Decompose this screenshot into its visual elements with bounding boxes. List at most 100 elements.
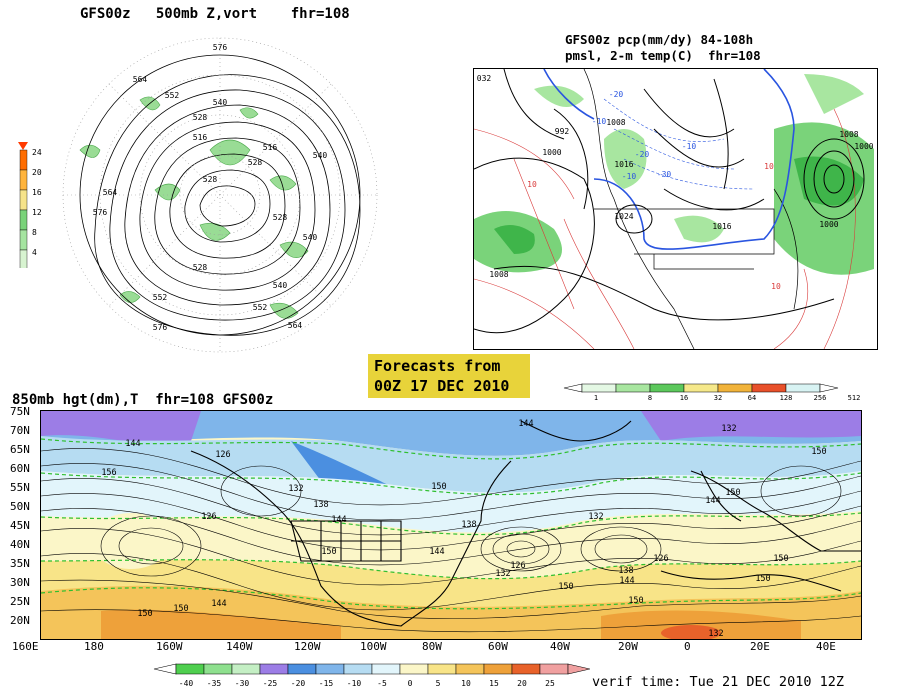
polar-contour-label: 516 xyxy=(193,133,208,142)
latitude-label: 70N xyxy=(10,424,30,437)
legend-left-arrow xyxy=(563,383,583,393)
latitude-label: 55N xyxy=(10,481,30,494)
temp-legend-swatch xyxy=(343,663,373,675)
polar-contour-label: 576 xyxy=(213,43,228,52)
bottom-contour-label: 132 xyxy=(495,569,510,579)
precip-map-label: 1008 xyxy=(489,270,508,279)
precip-legend-label: 1 xyxy=(594,394,598,402)
precip-map-label: 992 xyxy=(555,127,570,136)
longitude-label: 120W xyxy=(294,640,321,653)
precip-legend-label: 512 xyxy=(848,394,860,402)
colorbar-label: 20 xyxy=(32,168,42,177)
precip-map-label: -20 xyxy=(609,90,624,99)
latitude-label: 25N xyxy=(10,595,30,608)
temp-legend-left-arrow xyxy=(153,663,177,675)
colorbar-swatch xyxy=(19,149,28,171)
bottom-contour-label: 150 xyxy=(558,582,573,592)
polar-contour-label: 540 xyxy=(313,151,328,160)
temp-legend-label: 0 xyxy=(408,679,413,688)
temp-legend-swatch xyxy=(455,663,485,675)
polar-contour-label: 528 xyxy=(203,175,218,184)
temp-legend-swatch xyxy=(315,663,345,675)
precip-legend-label: 8 xyxy=(648,394,652,402)
bottom-contour-label: 144 xyxy=(331,515,346,525)
polar-contour-label: 528 xyxy=(193,113,208,122)
colorbar-swatch xyxy=(19,229,28,251)
precip-map: 032 992 1000 1008 1016 1024 1008 1000 1008 1016 -1… xyxy=(473,68,878,350)
polar-contour-label: 528 xyxy=(248,158,263,167)
latitude-label: 50N xyxy=(10,500,30,513)
precip-legend-swatch xyxy=(785,383,821,393)
colorbar-swatch xyxy=(19,249,28,271)
polar-contour-label: 540 xyxy=(273,281,288,290)
bottom-contour-label: 150 xyxy=(173,604,188,614)
colorbar-arrow xyxy=(18,142,28,150)
temp-legend-label: -20 xyxy=(291,679,306,688)
bottom-contour-label: 132 xyxy=(721,424,736,434)
temp-legend-label: -25 xyxy=(263,679,278,688)
temp-legend-swatch xyxy=(231,663,261,675)
legend-right-arrow xyxy=(819,383,839,393)
polar-contour-label: 552 xyxy=(253,303,268,312)
polar-map: 576 564 552 540 528 516 528 564 576 540 528 552 540 5… xyxy=(60,30,390,364)
bottom-contour-label: 150 xyxy=(755,574,770,584)
longitude-label: 0 xyxy=(684,640,691,653)
longitude-label: 100W xyxy=(360,640,387,653)
bottom-map: 144 126 156 132 138 144 150 126 150 144 138 126 132 1… xyxy=(40,410,862,640)
temp-legend-label: -40 xyxy=(179,679,194,688)
precip-map-label: 1000 xyxy=(854,142,873,151)
bottom-contour-label: 138 xyxy=(618,566,633,576)
precip-map-label: 10 xyxy=(764,162,774,171)
longitude-label: 160W xyxy=(156,640,183,653)
polar-contour-label: 564 xyxy=(103,188,118,197)
temp-legend-label: 5 xyxy=(436,679,441,688)
colorbar-swatch xyxy=(19,189,28,211)
temp-legend-swatch xyxy=(175,663,205,675)
bottom-contour-label: 144 xyxy=(705,496,720,506)
precip-map-label: 10 xyxy=(527,180,537,189)
precip-legend-label: 256 xyxy=(814,394,827,402)
precip-map-label: 1024 xyxy=(614,212,633,221)
bottom-contour-label: 144 xyxy=(619,576,634,586)
polar-contour-label: 564 xyxy=(288,321,303,330)
forecast-banner: Forecasts from 00Z 17 DEC 2010 xyxy=(368,354,530,398)
longitude-axis: 160E 180 160W 140W 120W 100W 80W 60W 40W 20W 0 20E 4… xyxy=(0,640,900,654)
latitude-label: 35N xyxy=(10,557,30,570)
longitude-label: 20E xyxy=(750,640,770,653)
latitude-label: 75N xyxy=(10,405,30,418)
precip-legend-label: 16 xyxy=(680,394,688,402)
temp-legend-label: -10 xyxy=(347,679,362,688)
precip-map-label: 1000 xyxy=(819,220,838,229)
bottom-contour-label: 126 xyxy=(201,512,216,522)
polar-contour-label: 552 xyxy=(165,91,180,100)
precip-legend-swatch xyxy=(581,383,617,393)
precip-legend: 1 8 16 32 64 128 256 512 xyxy=(560,380,860,406)
forecast-banner-line1: Forecasts from xyxy=(374,357,501,375)
bottom-contour-label: 126 xyxy=(215,450,230,460)
longitude-label: 140W xyxy=(226,640,253,653)
colorbar-label: 8 xyxy=(32,228,37,237)
bottom-contour-label: 144 xyxy=(518,419,533,429)
colorbar-label: 24 xyxy=(32,148,42,157)
polar-contour-label: 540 xyxy=(303,233,318,242)
precip-legend-swatch xyxy=(717,383,753,393)
temp-legend-swatch xyxy=(259,663,289,675)
temp-legend-label: 10 xyxy=(461,679,471,688)
polar-contour-label: 540 xyxy=(213,98,228,107)
colorbar-label: 16 xyxy=(32,188,42,197)
bottom-contour-label: 132 xyxy=(708,629,723,639)
temp-legend-swatch xyxy=(203,663,233,675)
bottom-contour-label: 132 xyxy=(288,484,303,494)
latitude-label: 60N xyxy=(10,462,30,475)
bottom-panel-title: 850mb hgt(dm),T fhr=108 GFS00z xyxy=(12,392,274,408)
polar-map-graphic: 5765645525405285165285645765405285525405… xyxy=(62,37,378,353)
precip-map-label: 1000 xyxy=(542,148,561,157)
temp-legend-right-arrow xyxy=(567,663,591,675)
temp-legend-swatch xyxy=(483,663,513,675)
polar-contour-label: 528 xyxy=(273,213,288,222)
bottom-contour-label: 150 xyxy=(628,596,643,606)
bottom-contour-label: 132 xyxy=(588,512,603,522)
longitude-label: 80W xyxy=(422,640,442,653)
precip-legend-label: 128 xyxy=(780,394,793,402)
